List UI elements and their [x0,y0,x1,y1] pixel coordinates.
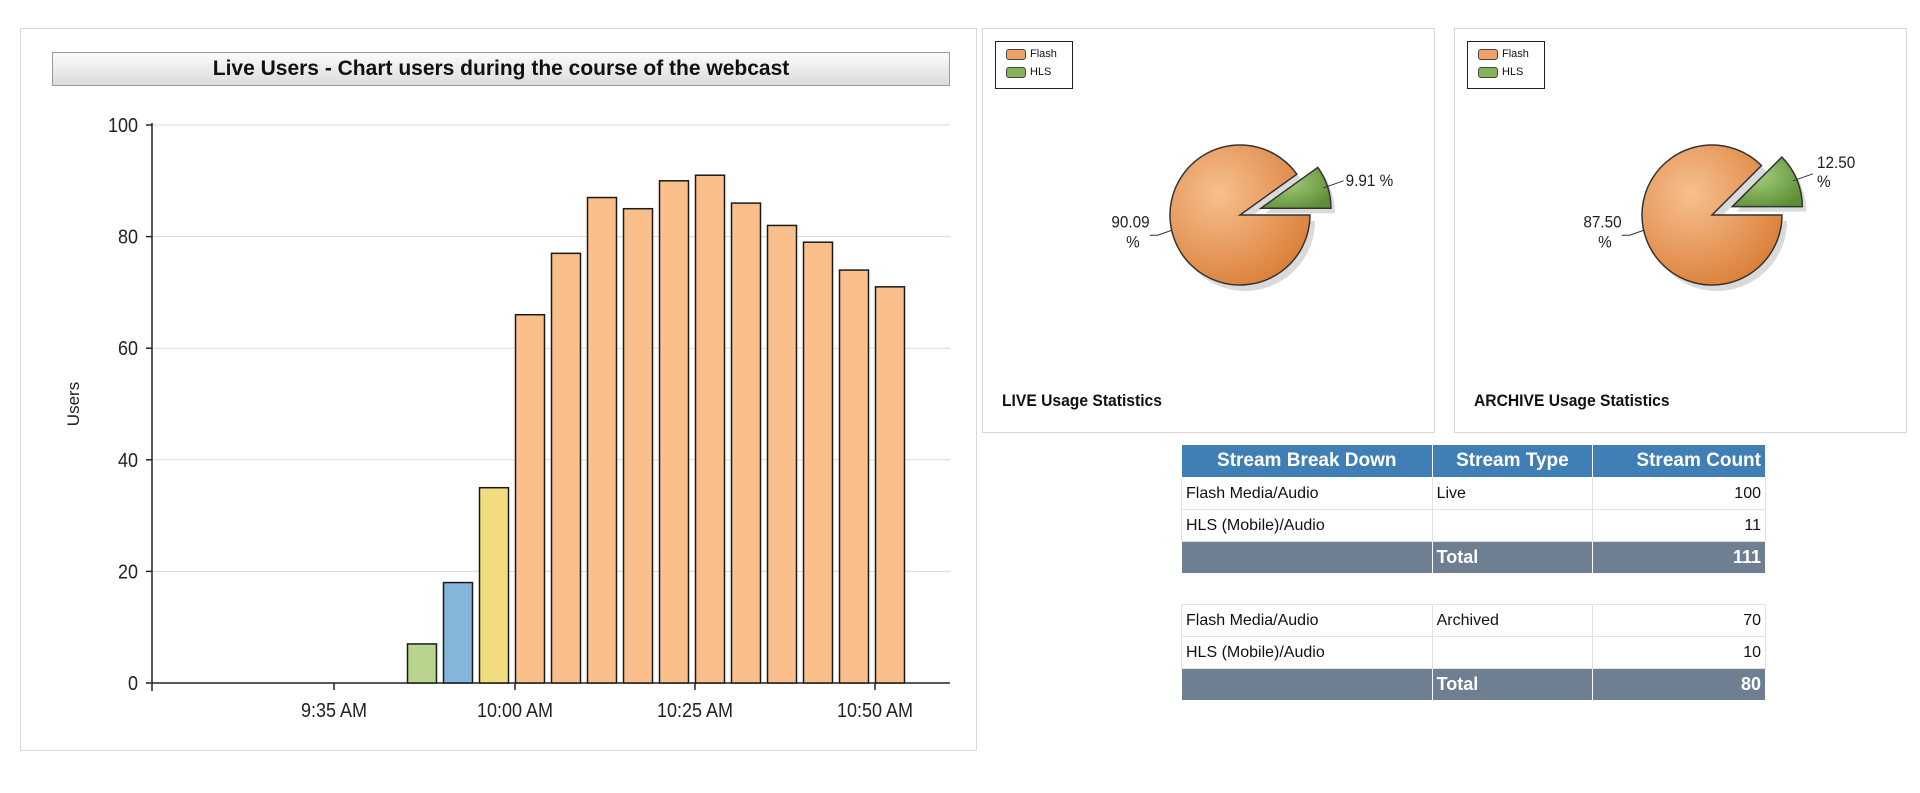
pie-label-flash-value: 90.09 [1111,213,1149,232]
x-tick-label: 10:50 AM [837,700,913,722]
y-tick-label: 0 [128,673,138,695]
y-tick-label: 40 [118,450,138,472]
cell-count: 11 [1592,509,1766,542]
bar [622,207,654,684]
cell-type: Live [1431,477,1594,510]
cell-stream: HLS (Mobile)/Audio [1181,636,1433,669]
cell-stream: Flash Media/Audio [1181,477,1433,510]
y-tick-label: 60 [118,338,138,360]
legend-label-flash: Flash [1502,48,1529,60]
cell-count: 100 [1592,477,1766,510]
cell-type [1431,509,1594,542]
cell-stream: HLS (Mobile)/Audio [1181,509,1433,542]
pie-label-flash-value: 87.50 [1583,213,1621,232]
x-tick-label: 10:00 AM [477,700,553,722]
table-total-row: Total 80 [1181,668,1766,701]
pie-label-flash-unit: % [1126,233,1140,252]
legend-label-hls: HLS [1502,66,1524,78]
label-leader-hls [1792,173,1814,182]
legend-item-hls: HLS [1006,65,1051,79]
cell-total-count: 80 [1592,668,1766,701]
cell-count: 10 [1592,636,1766,669]
cell-empty [1181,668,1433,701]
bar [478,486,510,684]
cell-type: Archived [1431,604,1594,637]
archive-pie-legend: Flash HLS [1467,41,1545,89]
table-row: HLS (Mobile)/Audio 11 [1181,509,1766,542]
bar [586,196,618,684]
pie-slice-flash [1169,144,1311,286]
cell-total-label: Total [1431,541,1594,574]
archive-pie-chart: 12.50%87.50% [1583,144,1855,291]
cell-count: 70 [1592,604,1766,637]
cell-total-count: 111 [1592,541,1766,574]
bar [442,581,474,684]
bar [550,252,582,684]
bar [874,286,906,684]
legend-swatch-flash [1478,48,1498,60]
header-stream-count: Stream Count [1592,444,1766,478]
label-leader-flash [1149,229,1172,236]
bar [406,643,438,684]
live-usage-panel: Flash HLS 9.91 % 90.09% LIVE Usage Statis… [982,28,1435,433]
table-row: Flash Media/Audio Live 100 [1181,477,1766,510]
legend-swatch-hls [1478,66,1498,78]
bar [802,241,834,684]
legend-swatch-flash [1006,48,1026,60]
cell-type [1431,636,1594,669]
table-total-row: Total 111 [1181,541,1766,574]
live-pie-chart: 9.91 % 90.09% [1111,144,1394,291]
cell-stream: Flash Media/Audio [1181,604,1433,637]
bar [514,313,546,684]
bar [694,174,726,684]
header-stream-break-down: Stream Break Down [1181,444,1433,478]
bar [658,180,690,684]
y-tick-label: 80 [118,227,138,249]
pie-label-hls: 9.91 % [1346,171,1394,190]
live-usage-caption: LIVE Usage Statistics [1002,391,1162,410]
pie-label-hls-unit: % [1817,172,1831,191]
live-pie-legend: Flash HLS [995,41,1073,89]
bar [838,269,870,684]
legend-item-flash: Flash [1006,47,1057,61]
legend-swatch-hls [1006,66,1026,78]
legend-label-hls: HLS [1030,66,1052,78]
legend-label-flash: Flash [1030,48,1057,60]
pie-label-flash-unit: % [1598,233,1612,252]
archive-usage-panel: Flash HLS 12.50% 87.50% ARCHIVE Usage Sta… [1454,28,1907,433]
label-leader-hls [1323,180,1344,189]
bar [766,224,798,684]
pie-label-hls-value: 12.50 [1817,153,1855,172]
table-row: HLS (Mobile)/Audio 10 [1181,636,1766,669]
cell-total-label: Total [1431,668,1594,701]
pie-slice-flash [1641,144,1783,286]
legend-item-flash: Flash [1478,47,1529,61]
archive-usage-caption: ARCHIVE Usage Statistics [1474,391,1670,410]
archive-stream-table: Flash Media/Audio Archived 70 HLS (Mobil… [1181,604,1766,701]
y-tick-label: 100 [108,115,138,137]
live-users-chart-panel: Live Users - Chart users during the cour… [20,28,977,751]
y-axis-label: Users [64,382,83,426]
label-leader-flash [1621,229,1644,236]
live-users-bar-chart: 0 20 40 60 80 100 Users 9:35 AM 10:00 AM 10:25 AM… [64,115,950,722]
header-stream-type: Stream Type [1431,444,1594,478]
bar [730,202,762,684]
chart-title: Live Users - Chart users during the cour… [52,52,950,86]
legend-item-hls: HLS [1478,65,1523,79]
x-tick-label: 9:35 AM [301,700,367,722]
table-row: Flash Media/Audio Archived 70 [1181,604,1766,637]
x-tick-label: 10:25 AM [657,700,733,722]
live-stream-table: Stream Break Down Stream Type Stream Cou… [1181,444,1766,574]
table-header-row: Stream Break Down Stream Type Stream Cou… [1181,444,1766,478]
cell-empty [1181,541,1433,574]
y-tick-label: 20 [118,562,138,584]
